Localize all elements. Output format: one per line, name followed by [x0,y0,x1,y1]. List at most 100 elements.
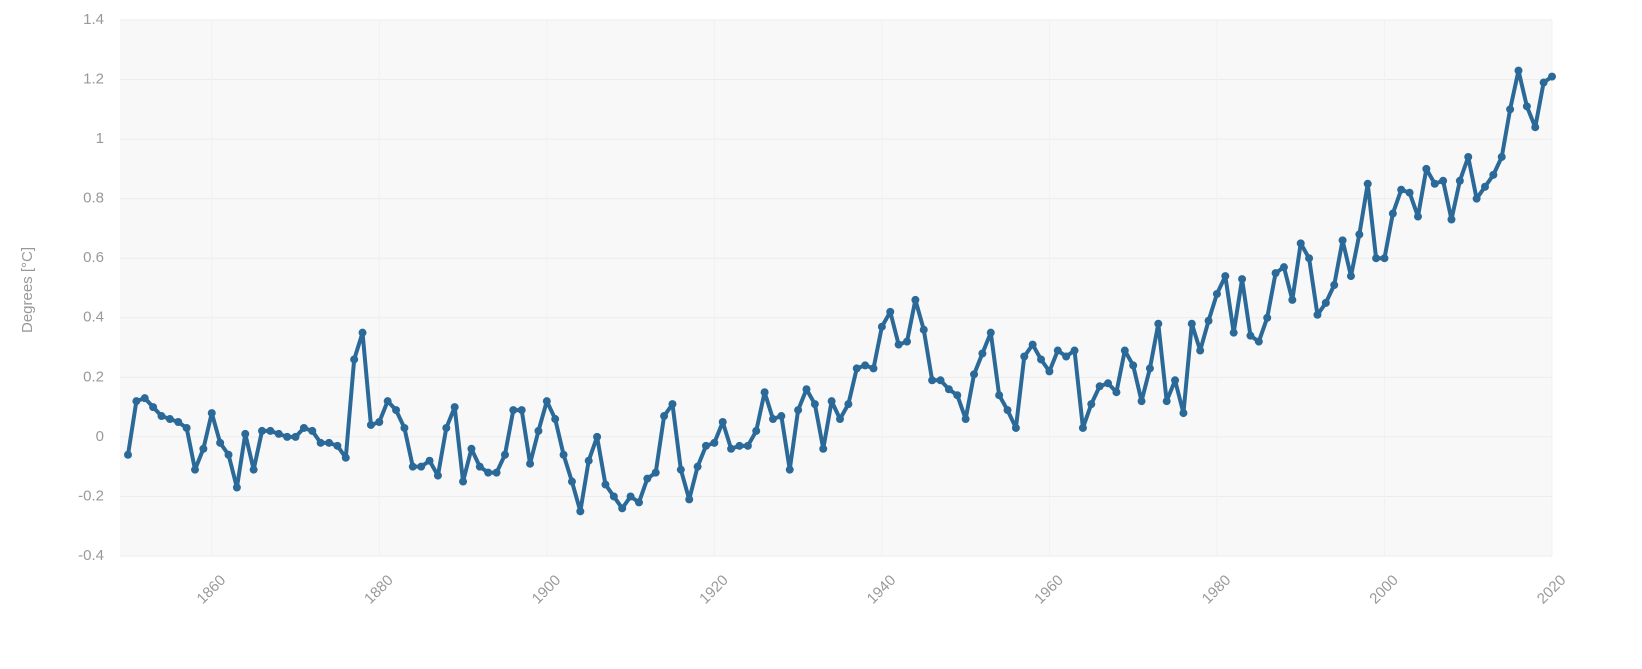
data-point [911,295,920,304]
y-tick-label: 1.4 [83,11,104,28]
data-point [408,462,417,471]
data-point [1246,331,1255,340]
data-point [1355,230,1364,239]
data-point [1455,176,1464,185]
data-point [836,415,844,424]
data-point [1363,179,1372,188]
data-point [1330,281,1339,290]
data-point [1112,388,1121,397]
data-point [207,409,216,418]
data-point [794,406,803,415]
data-point [810,400,819,409]
data-point [534,426,543,435]
data-point [1254,337,1263,346]
data-point [685,495,694,504]
x-tick-label: 1900 [529,572,565,608]
data-point [1053,346,1062,355]
data-point [232,483,241,492]
data-point [1279,263,1288,272]
data-point [350,355,359,364]
data-point [1204,316,1213,325]
data-point [341,453,350,462]
data-point [1506,105,1515,114]
data-point [1162,397,1171,406]
data-point [358,328,367,337]
data-point [1397,185,1406,194]
data-point [1346,272,1355,281]
data-point [1020,352,1029,361]
data-point [626,492,635,501]
data-point [433,471,442,480]
data-point [1095,382,1104,391]
data-point [1480,182,1489,191]
data-point [417,462,426,471]
data-point [903,337,912,346]
data-point [1531,123,1540,132]
data-point [517,406,526,415]
data-point [325,438,334,447]
data-point [509,406,518,415]
data-point [551,415,560,424]
data-point [710,438,719,447]
data-point [701,441,710,450]
y-tick-label: -0.2 [78,487,104,504]
data-point [1171,376,1180,385]
data-point [1212,289,1221,298]
data-point [1321,298,1330,307]
data-point [500,450,509,459]
data-point [182,423,191,432]
x-tick-label: 1860 [194,572,230,608]
data-point [450,403,459,412]
data-point [1548,72,1556,81]
data-point [970,370,979,379]
data-point [1305,254,1314,263]
data-point [919,325,928,334]
plot-area [120,20,1552,556]
data-point [1464,152,1473,161]
data-point [928,376,937,385]
data-point [1229,328,1238,337]
y-tick-label: 0 [96,428,104,445]
data-point [484,468,493,477]
data-point [877,322,886,331]
data-point [1037,355,1046,364]
data-point [1413,212,1422,221]
data-point [601,480,610,489]
data-point [132,397,141,406]
data-point [199,444,208,453]
data-point [291,432,300,441]
data-point [1263,313,1272,322]
data-point [157,412,166,421]
data-point [1489,170,1498,179]
data-point [668,400,677,409]
data-point [1028,340,1037,349]
data-point [1196,346,1205,355]
x-tick-label: 2020 [1534,572,1570,608]
data-point [676,465,685,474]
data-point [1238,275,1247,284]
x-tick-label: 2000 [1366,572,1402,608]
data-point [266,426,275,435]
data-point [1497,152,1506,161]
data-point [1439,176,1448,185]
data-point [1187,319,1196,328]
data-point [1070,346,1079,355]
data-point [953,391,962,400]
data-point [634,498,643,507]
x-tick-label: 1960 [1031,572,1067,608]
x-tick-label: 1940 [864,572,900,608]
data-point [651,468,660,477]
y-tick-label: 1 [96,130,104,147]
data-point [1137,397,1146,406]
data-point [1003,406,1012,415]
data-point [693,462,702,471]
data-point [526,459,535,468]
data-point [375,418,384,426]
data-point [425,456,434,465]
data-point [174,418,183,426]
data-point [660,412,669,421]
data-point [727,444,736,453]
data-point [852,364,861,373]
data-point [283,432,292,441]
data-point [124,450,132,459]
